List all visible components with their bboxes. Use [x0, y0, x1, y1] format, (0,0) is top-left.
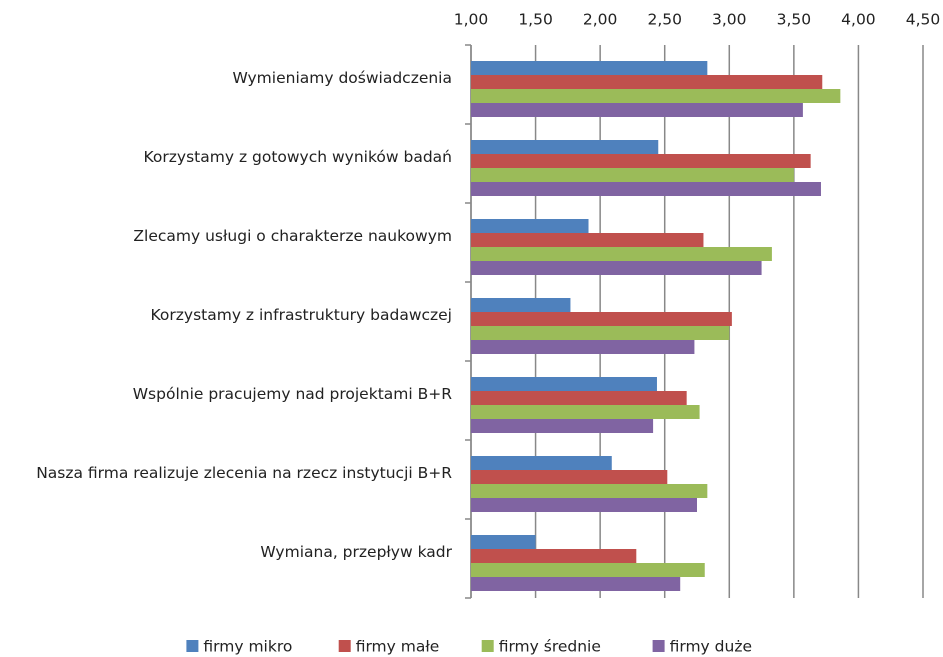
bar — [471, 549, 637, 563]
bar — [471, 61, 708, 75]
bar — [471, 75, 823, 89]
y-tick-label: Zlecamy usługi o charakterze naukowym — [133, 227, 452, 245]
bar — [471, 391, 687, 405]
bar — [471, 470, 668, 484]
legend-label: firmy mikro — [203, 638, 292, 656]
bar — [471, 233, 704, 247]
y-tick-label: Korzystamy z gotowych wyników badań — [144, 148, 452, 166]
y-tick-label: Wymieniamy doświadczenia — [232, 69, 452, 87]
bar — [471, 182, 821, 196]
x-tick-label: 2,00 — [583, 11, 618, 29]
bar — [471, 535, 536, 549]
bar — [471, 563, 705, 577]
bar — [471, 498, 697, 512]
bar — [471, 168, 794, 182]
bar — [471, 405, 700, 419]
x-tick-label: 4,00 — [841, 11, 876, 29]
x-tick-label: 1,50 — [518, 11, 553, 29]
legend-swatch — [186, 640, 199, 652]
bar — [471, 456, 612, 470]
y-tick-label: Nasza firma realizuje zlecenia na rzecz … — [36, 464, 452, 482]
bar — [471, 247, 772, 261]
bar — [471, 312, 732, 326]
y-tick-label: Korzystamy z infrastruktury badawczej — [151, 306, 452, 324]
bar — [471, 340, 695, 354]
bar — [471, 577, 681, 591]
x-tick-label: 3,50 — [777, 11, 812, 29]
bar — [471, 219, 589, 233]
x-tick-label: 1,00 — [454, 11, 489, 29]
legend-label: firmy duże — [670, 638, 752, 656]
bar — [471, 261, 762, 275]
x-tick-label: 3,00 — [712, 11, 747, 29]
legend-swatch — [481, 640, 494, 652]
bar — [471, 140, 659, 154]
bar — [471, 103, 803, 117]
legend-label: firmy średnie — [499, 638, 601, 656]
bar — [471, 326, 730, 340]
y-tick-label: Wymiana, przepływ kadr — [260, 543, 452, 561]
bar — [471, 419, 654, 433]
bar — [471, 154, 811, 168]
bar — [471, 298, 571, 312]
x-tick-label: 2,50 — [647, 11, 682, 29]
bar — [471, 377, 657, 391]
legend-swatch — [652, 640, 665, 652]
legend-swatch — [338, 640, 351, 652]
legend-label: firmy małe — [356, 638, 440, 656]
y-tick-label: Wspólnie pracujemy nad projektami B+R — [133, 385, 453, 403]
bar — [471, 89, 841, 103]
x-tick-label: 4,50 — [906, 11, 941, 29]
bar — [471, 484, 708, 498]
